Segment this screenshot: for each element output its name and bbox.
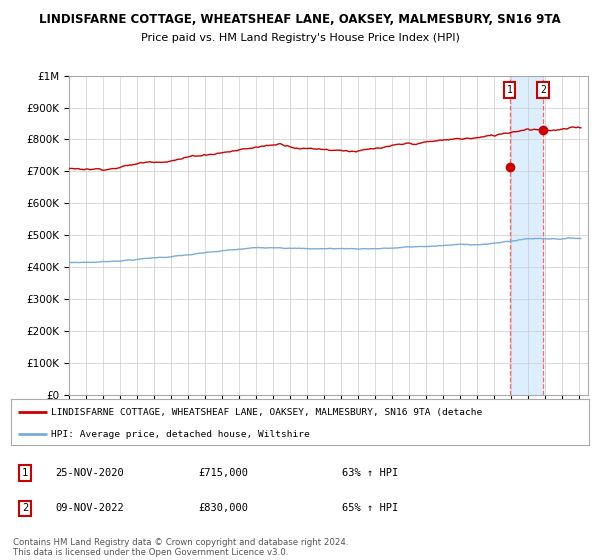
Text: HPI: Average price, detached house, Wiltshire: HPI: Average price, detached house, Wilt… — [51, 430, 310, 438]
Text: 2: 2 — [540, 85, 546, 95]
Text: 09-NOV-2022: 09-NOV-2022 — [55, 503, 124, 514]
Bar — [510, 76, 543, 395]
Text: £715,000: £715,000 — [198, 468, 248, 478]
Text: LINDISFARNE COTTAGE, WHEATSHEAF LANE, OAKSEY, MALMESBURY, SN16 9TA: LINDISFARNE COTTAGE, WHEATSHEAF LANE, OA… — [39, 13, 561, 26]
Text: 63% ↑ HPI: 63% ↑ HPI — [342, 468, 398, 478]
Text: 1: 1 — [22, 468, 28, 478]
Text: 65% ↑ HPI: 65% ↑ HPI — [342, 503, 398, 514]
Text: Contains HM Land Registry data © Crown copyright and database right 2024.
This d: Contains HM Land Registry data © Crown c… — [13, 538, 349, 557]
Text: Price paid vs. HM Land Registry's House Price Index (HPI): Price paid vs. HM Land Registry's House … — [140, 33, 460, 43]
Text: 1: 1 — [507, 85, 512, 95]
Text: LINDISFARNE COTTAGE, WHEATSHEAF LANE, OAKSEY, MALMESBURY, SN16 9TA (detache: LINDISFARNE COTTAGE, WHEATSHEAF LANE, OA… — [51, 408, 482, 417]
Text: £830,000: £830,000 — [198, 503, 248, 514]
Text: 2: 2 — [22, 503, 28, 514]
Text: 25-NOV-2020: 25-NOV-2020 — [55, 468, 124, 478]
